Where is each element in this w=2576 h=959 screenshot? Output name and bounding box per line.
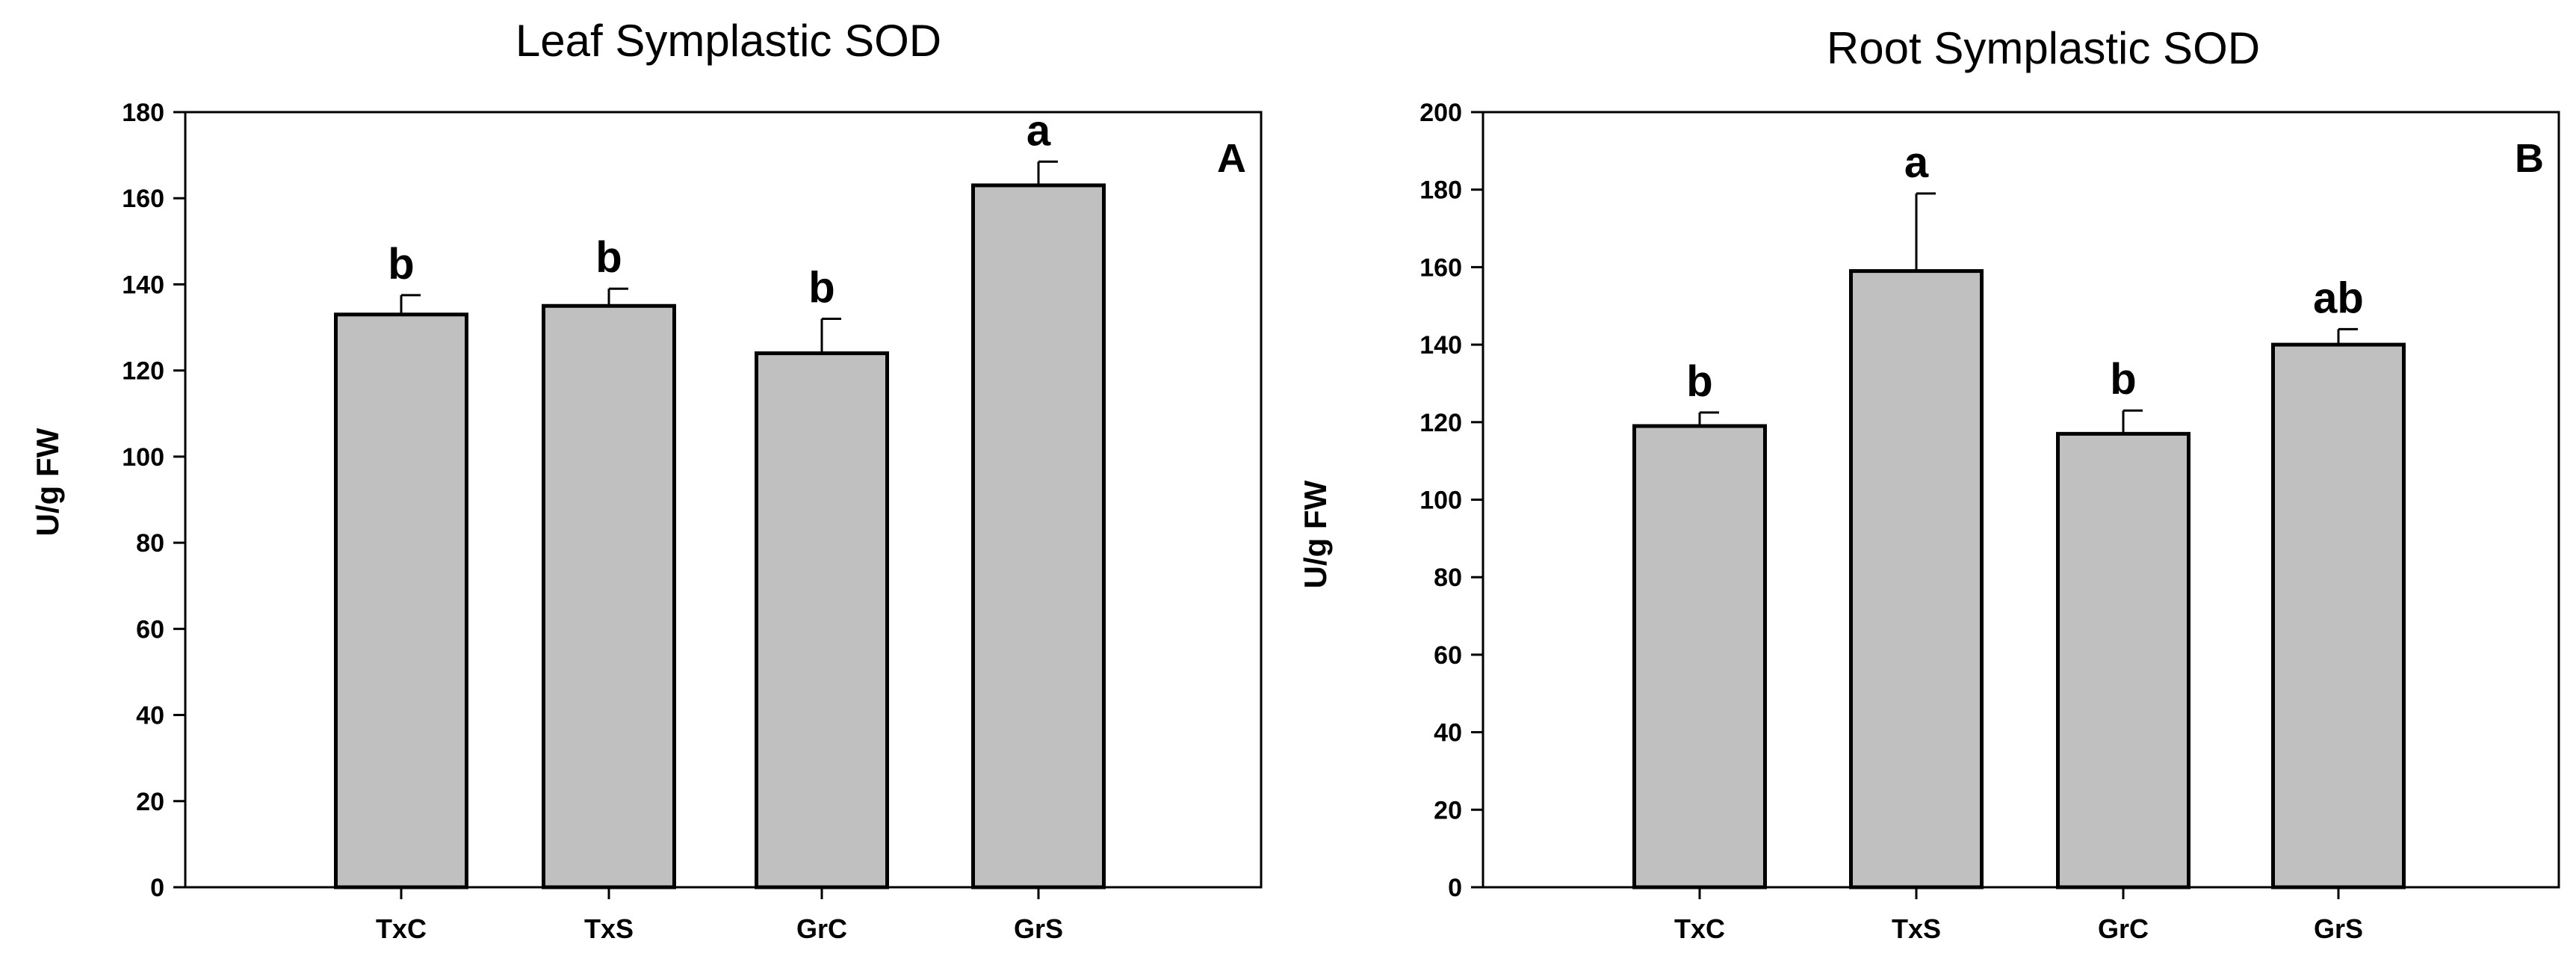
chart-title-b: Root Symplastic SOD [1827, 23, 2260, 73]
significance-letter-b: a [1904, 138, 1929, 187]
x-category-label-b: GrC [2098, 913, 2149, 944]
panel-label-b: B [2515, 136, 2544, 181]
y-tick-label-b: 180 [1419, 176, 1462, 205]
significance-letter-a: a [1027, 106, 1051, 155]
x-category-label-a: GrC [796, 913, 847, 944]
y-tick-label-a: 20 [136, 788, 164, 816]
plot-frame-a [184, 111, 1263, 889]
y-tick-label-a: 140 [122, 271, 164, 299]
y-axis-label-b: U/g FW [1298, 480, 1333, 588]
y-tick-label-a: 60 [136, 615, 164, 644]
bar-txs-b [1849, 269, 1984, 889]
significance-letter-b: ab [2313, 274, 2364, 322]
x-category-label-b: TxC [1674, 913, 1725, 944]
x-category-label-b: GrS [2314, 913, 2363, 944]
y-tick-label-b: 140 [1419, 331, 1462, 360]
y-tick-label-b: 80 [1434, 564, 1462, 592]
y-tick-label-b: 200 [1419, 99, 1462, 127]
chart-panel-b: Root Symplastic SOD U/g FW B 0 20 40 60 80 10… [1298, 23, 2560, 944]
y-tick-label-b: 120 [1419, 409, 1462, 437]
bar-txc-b [1632, 424, 1767, 889]
y-tick-label-a: 100 [122, 443, 164, 472]
y-tick-label-a: 180 [122, 99, 164, 127]
significance-letter-b: b [2110, 355, 2136, 404]
y-tick-label-a: 160 [122, 185, 164, 213]
y-tick-label-b: 20 [1434, 796, 1462, 824]
panel-label-a: A [1217, 136, 1246, 181]
x-category-label-b: TxS [1892, 913, 1941, 944]
y-tick-label-b: 60 [1434, 641, 1462, 670]
y-axis-label-a: U/g FW [30, 428, 65, 536]
chart-title-a: Leaf Symplastic SOD [515, 16, 941, 66]
x-category-label-a: TxS [584, 913, 634, 944]
y-tick-label-a: 40 [136, 702, 164, 730]
bar-grs-a [971, 183, 1106, 889]
significance-letter-a: b [388, 240, 414, 289]
significance-letter-b: b [1686, 357, 1712, 406]
bar-grc-b [2056, 431, 2190, 889]
y-tick-label-a: 80 [136, 529, 164, 558]
y-tick-label-b: 160 [1419, 253, 1462, 282]
x-category-label-a: TxC [376, 913, 427, 944]
bar-txc-a [334, 312, 468, 889]
bar-grc-a [755, 351, 889, 889]
bar-grs-b [2271, 342, 2406, 889]
y-tick-label-b: 100 [1419, 487, 1462, 515]
chart-panel-a: Leaf Symplastic SOD U/g FW A 0 20 40 60 80 10… [30, 16, 1263, 944]
y-tick-label-b: 40 [1434, 719, 1462, 747]
y-tick-label-a: 0 [150, 874, 164, 902]
significance-letter-a: b [808, 264, 835, 312]
significance-letter-a: b [595, 233, 622, 282]
y-tick-label-b: 0 [1448, 874, 1462, 902]
bar-txs-a [542, 303, 676, 889]
x-category-label-a: GrS [1014, 913, 1063, 944]
y-tick-label-a: 120 [122, 357, 164, 386]
